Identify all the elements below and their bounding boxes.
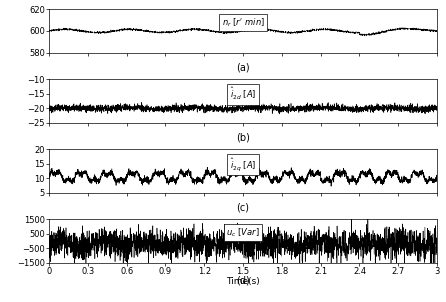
X-axis label: Time(s): Time(s): [226, 277, 260, 286]
Text: (a): (a): [236, 63, 250, 72]
Legend: $\hat{i}_{2q}\ [A]$: $\hat{i}_{2q}\ [A]$: [227, 154, 259, 175]
Legend: $n_r\ [r^{\prime}\ min]$: $n_r\ [r^{\prime}\ min]$: [219, 14, 267, 31]
Text: (b): (b): [236, 132, 250, 143]
Text: (c): (c): [236, 202, 250, 212]
Legend: $\hat{i}_{2d}\ [A]$: $\hat{i}_{2d}\ [A]$: [227, 84, 259, 105]
Legend: $u_c\ [Var]$: $u_c\ [Var]$: [224, 223, 262, 241]
Text: (d): (d): [236, 276, 250, 286]
